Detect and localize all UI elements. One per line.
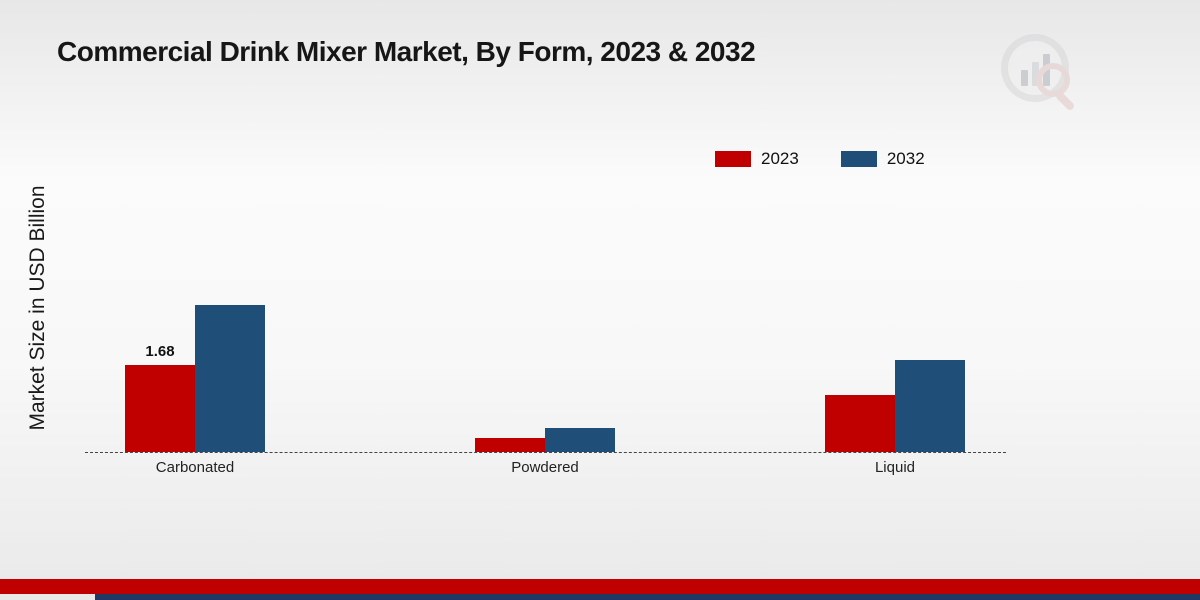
x-tick-label-liquid: Liquid xyxy=(874,459,916,476)
bar-value-label-2023-carbonated: 1.68 xyxy=(145,343,175,360)
legend-swatch-2023 xyxy=(715,151,751,167)
page-title: Commercial Drink Mixer Market, By Form, … xyxy=(57,36,756,67)
legend-item-2023: 2023 xyxy=(715,149,799,169)
bar-2023-carbonated xyxy=(125,365,195,452)
bar-2032-liquid xyxy=(895,360,965,452)
x-axis-baseline xyxy=(85,452,1006,453)
market-research-logo-watermark xyxy=(1001,34,1074,110)
legend-item-2032: 2032 xyxy=(840,149,925,169)
y-axis-label: Market Size in USD Billion xyxy=(26,185,49,431)
bar-2023-powdered xyxy=(475,438,545,452)
bar-2032-carbonated xyxy=(195,305,265,452)
footer-red-band xyxy=(0,579,1200,594)
legend-label-2023: 2023 xyxy=(761,149,799,168)
bar-2023-liquid xyxy=(825,395,895,452)
x-tick-label-powdered: Powdered xyxy=(511,459,579,476)
footer-navy-band xyxy=(95,594,1200,600)
plot-area: 1.68 Carbonated Powdered Liquid xyxy=(88,292,1010,476)
legend-swatch-2032 xyxy=(840,151,877,167)
bar-2032-powdered xyxy=(545,428,615,452)
x-tick-label-carbonated: Carbonated xyxy=(155,459,235,476)
chart-legend: 2023 2032 xyxy=(715,149,925,169)
legend-label-2032: 2032 xyxy=(886,149,925,168)
